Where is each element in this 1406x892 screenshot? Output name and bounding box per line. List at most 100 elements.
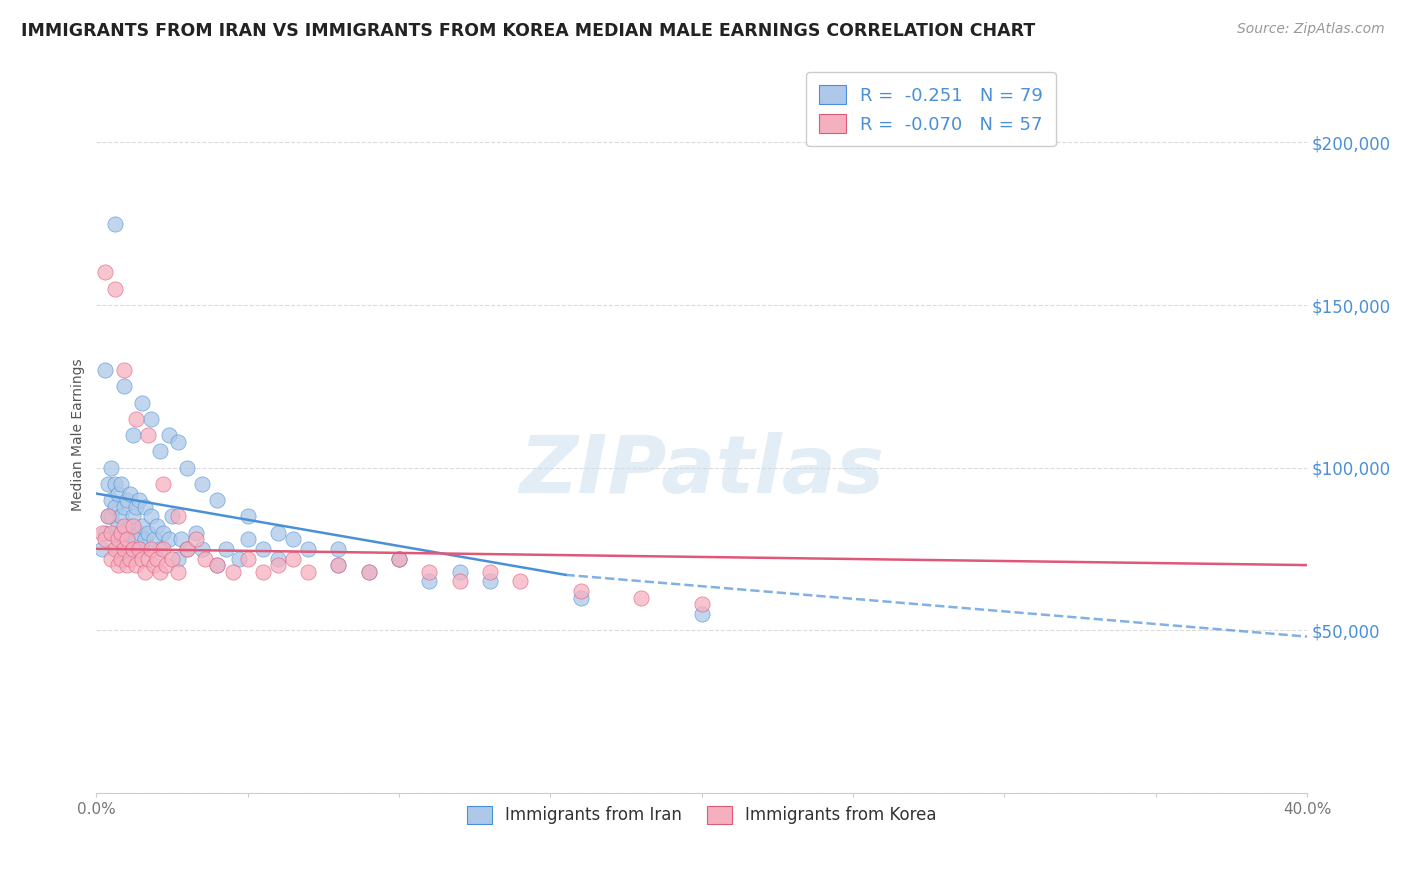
Point (100, 493, 122, 508)
Point (94, 532, 117, 546)
Point (91, 525, 114, 540)
Point (328, 558, 350, 573)
Point (103, 541, 125, 556)
Point (297, 565, 319, 579)
Point (690, 607, 713, 621)
Point (388, 551, 411, 566)
Point (152, 525, 174, 540)
Point (94, 525, 117, 540)
Point (118, 551, 141, 566)
Point (228, 551, 250, 566)
Point (136, 525, 159, 540)
Point (131, 395, 153, 409)
Point (418, 574, 440, 589)
Point (509, 574, 531, 589)
Point (139, 411, 162, 425)
Point (191, 541, 214, 556)
Point (690, 597, 713, 611)
Point (125, 558, 148, 573)
Point (449, 574, 471, 589)
Point (91, 541, 114, 556)
Point (186, 525, 208, 540)
Point (128, 525, 150, 540)
Point (103, 500, 125, 514)
Point (236, 509, 259, 524)
Point (157, 532, 180, 546)
Point (569, 591, 592, 605)
Point (281, 532, 304, 546)
Point (103, 217, 125, 231)
Point (152, 476, 174, 491)
Point (134, 565, 156, 579)
Point (167, 551, 190, 566)
Point (131, 541, 153, 556)
Point (449, 565, 471, 579)
Point (100, 509, 122, 524)
Point (167, 565, 190, 579)
Point (115, 493, 138, 508)
Point (112, 551, 135, 566)
Point (107, 558, 129, 573)
Point (207, 493, 229, 508)
Point (118, 519, 141, 533)
Text: ZIPatlas: ZIPatlas (519, 432, 884, 510)
Point (478, 565, 501, 579)
Point (121, 519, 143, 533)
Point (194, 551, 217, 566)
Point (267, 551, 290, 566)
Point (191, 476, 214, 491)
Point (107, 532, 129, 546)
Point (103, 282, 125, 296)
Point (110, 532, 132, 546)
Point (134, 532, 156, 546)
Point (100, 525, 122, 540)
Point (160, 509, 183, 524)
Text: IMMIGRANTS FROM IRAN VS IMMIGRANTS FROM KOREA MEDIAN MALE EARNINGS CORRELATION C: IMMIGRANTS FROM IRAN VS IMMIGRANTS FROM … (21, 22, 1035, 40)
Point (149, 444, 172, 458)
Point (107, 519, 129, 533)
Point (176, 541, 198, 556)
Point (221, 565, 243, 579)
Point (125, 532, 148, 546)
Point (112, 379, 135, 393)
Point (110, 525, 132, 540)
Point (388, 551, 411, 566)
Point (139, 541, 162, 556)
Point (160, 551, 183, 566)
Point (478, 574, 501, 589)
Point (252, 565, 274, 579)
Point (357, 565, 380, 579)
Text: Source: ZipAtlas.com: Source: ZipAtlas.com (1237, 22, 1385, 37)
Point (388, 551, 411, 566)
Point (157, 428, 180, 442)
Point (146, 519, 169, 533)
Point (176, 541, 198, 556)
Point (112, 541, 135, 556)
Point (128, 493, 150, 508)
Point (115, 525, 138, 540)
Point (103, 476, 125, 491)
Point (107, 486, 129, 500)
Point (112, 525, 135, 540)
Point (110, 476, 132, 491)
Point (139, 509, 162, 524)
Point (112, 519, 135, 533)
Point (357, 565, 380, 579)
Point (131, 519, 153, 533)
Point (100, 460, 122, 475)
Legend: Immigrants from Iran, Immigrants from Korea: Immigrants from Iran, Immigrants from Ko… (457, 796, 946, 834)
Point (152, 541, 174, 556)
Point (94, 363, 117, 377)
Point (630, 591, 652, 605)
Point (121, 541, 143, 556)
Point (121, 541, 143, 556)
Point (142, 558, 165, 573)
Point (186, 532, 208, 546)
Point (167, 509, 190, 524)
Point (149, 541, 172, 556)
Point (97, 509, 120, 524)
Point (121, 509, 143, 524)
Point (112, 363, 135, 377)
Point (110, 551, 132, 566)
Point (418, 565, 440, 579)
